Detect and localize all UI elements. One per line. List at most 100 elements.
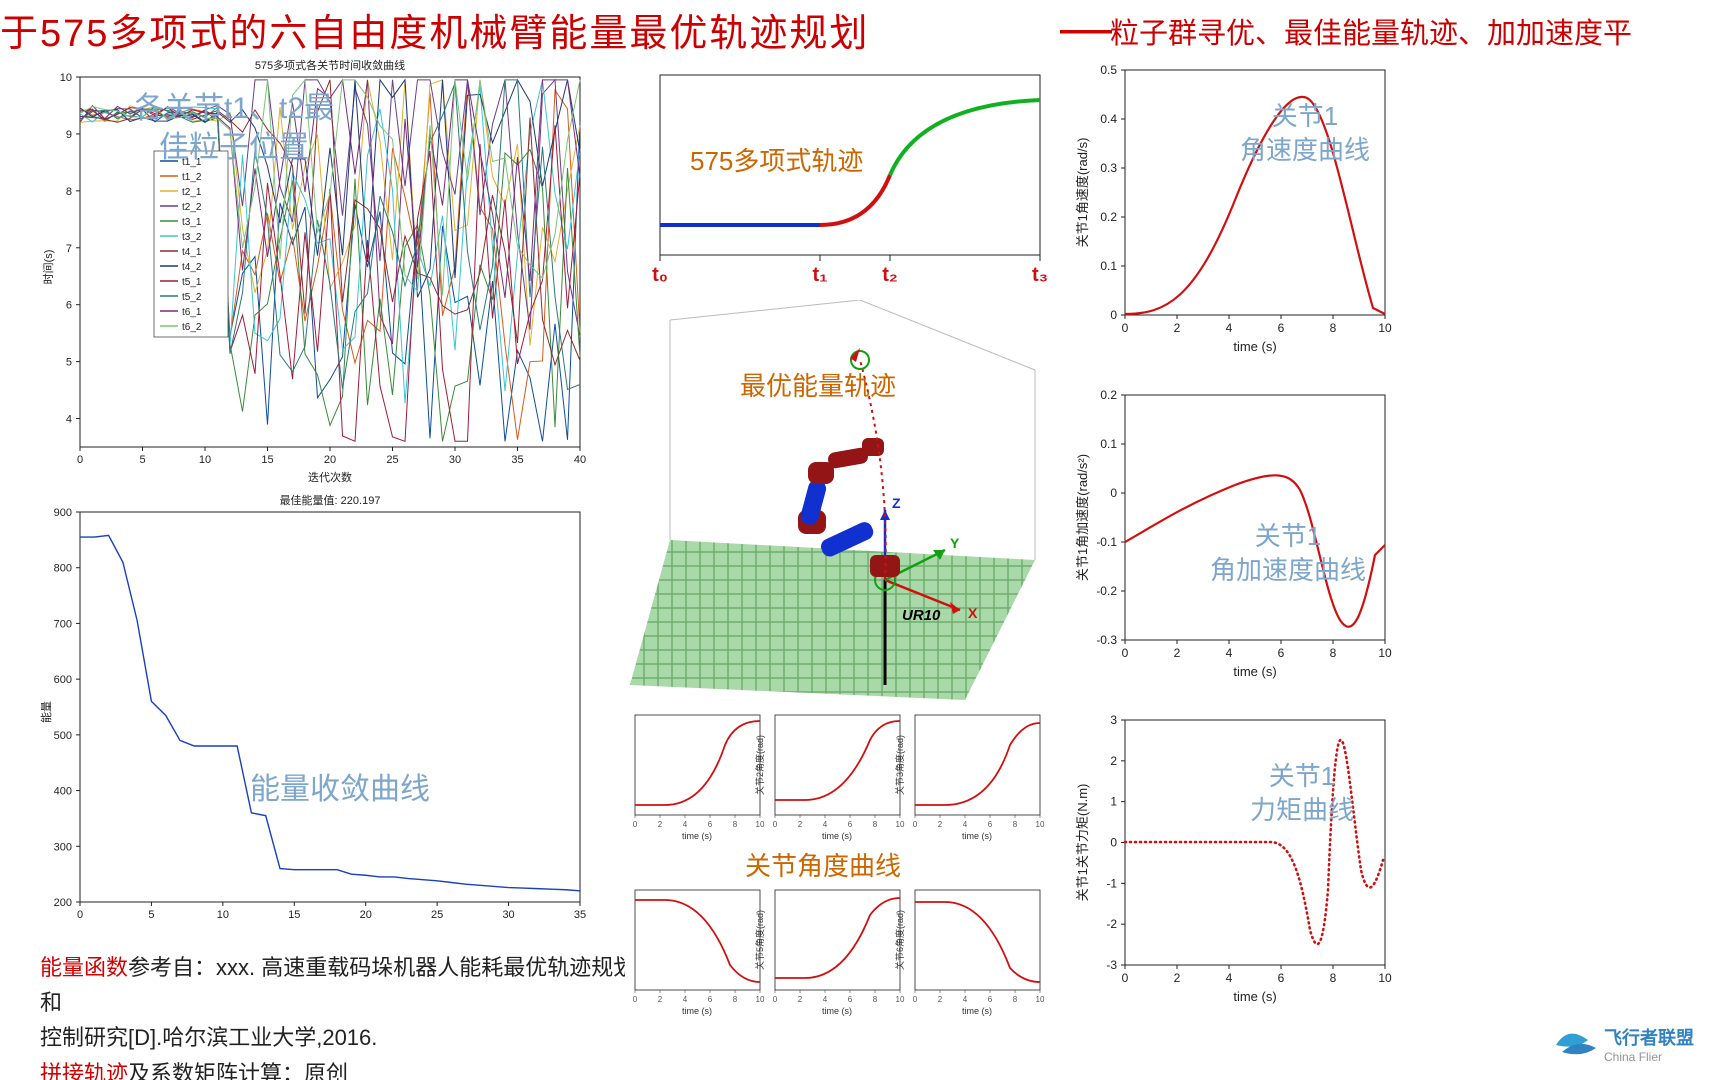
svg-text:0: 0 [913,820,918,829]
svg-text:6: 6 [1278,321,1285,335]
svg-text:15: 15 [288,909,300,921]
torque-svg: 0246810-3-2-10123time (s)关节1关节力矩(N.m) [1070,705,1400,1035]
svg-text:-3: -3 [1106,958,1117,972]
svg-text:0: 0 [773,820,778,829]
svg-text:10: 10 [896,820,905,829]
svg-text:4: 4 [1226,321,1233,335]
svg-text:t6_1: t6_1 [182,307,202,318]
svg-text:2: 2 [1174,321,1181,335]
svg-text:25: 25 [386,454,398,466]
svg-text:关节3角度(rad): 关节3角度(rad) [894,735,905,795]
svg-text:-0.2: -0.2 [1096,584,1117,598]
svg-text:time (s): time (s) [962,831,992,841]
pso-convergence-chart: 575多项式各关节时间收敛曲线 0510152025303540 4567891… [30,55,590,485]
watermark: 飞行者联盟 China Flier [1548,1020,1718,1070]
traj575-overlay-label: 575多项式轨迹 [690,145,863,179]
svg-text:4: 4 [683,995,688,1004]
svg-text:0: 0 [77,909,83,921]
svg-text:t2_1: t2_1 [182,187,202,198]
svg-text:8: 8 [873,995,878,1004]
svg-text:500: 500 [54,730,72,742]
svg-text:6: 6 [66,300,72,312]
svg-text:40: 40 [574,454,586,466]
svg-text:t4_2: t4_2 [182,262,202,273]
svg-text:8: 8 [873,820,878,829]
svg-text:8: 8 [1330,971,1337,985]
svg-text:0: 0 [1122,321,1129,335]
svg-text:10: 10 [1378,971,1392,985]
svg-text:0.1: 0.1 [1100,437,1117,451]
svg-text:1: 1 [1110,795,1117,809]
axis-y-label: Y [950,535,960,551]
svg-text:2: 2 [938,820,943,829]
svg-text:4: 4 [1226,646,1233,660]
svg-text:30: 30 [449,454,461,466]
svg-text:3: 3 [1110,713,1117,727]
svg-text:20: 20 [360,909,372,921]
svg-text:5: 5 [66,357,72,369]
watermark-sub: China Flier [1604,1050,1694,1064]
svg-text:0.2: 0.2 [1100,388,1117,402]
svg-text:t5_1: t5_1 [182,277,202,288]
svg-text:8: 8 [733,820,738,829]
svg-text:6: 6 [988,995,993,1004]
svg-text:10: 10 [896,995,905,1004]
svg-text:-0.3: -0.3 [1096,633,1117,647]
svg-text:t2_2: t2_2 [182,202,202,213]
svg-text:0: 0 [1122,971,1129,985]
svg-text:0: 0 [77,454,83,466]
pso-title: 575多项式各关节时间收敛曲线 [255,58,405,72]
page-root: 于575多项式的六自由度机械臂能量最优轨迹规划 — 粒子群寻优、最佳能量轨迹、加… [0,0,1728,1080]
svg-text:0.1: 0.1 [1100,259,1117,273]
pso-ylabel: 时间(s) [42,250,55,285]
footer-line1: 参考自：xxx. 高速重载码垛机器人能耗最优轨迹规划和 [40,955,635,1015]
svg-text:0: 0 [633,995,638,1004]
svg-text:10: 10 [199,454,211,466]
svg-text:t3_1: t3_1 [182,217,202,228]
svg-text:t₃: t₃ [1032,264,1048,286]
svg-text:0.5: 0.5 [1100,63,1117,77]
svg-text:2: 2 [1110,754,1117,768]
svg-text:8: 8 [1013,995,1018,1004]
title-main: 于575多项式的六自由度机械臂能量最优轨迹规划 [0,2,869,57]
pso-overlay-label: 各关节t1、t2最佳粒子位置 [104,89,364,167]
robot-overlay-label: 最优能量轨迹 [740,370,896,404]
energy-svg: 最佳能量值: 220.197 05101520253035 2003004005… [30,490,590,940]
svg-text:4: 4 [1226,971,1233,985]
svg-text:7: 7 [66,243,72,255]
svg-text:time (s): time (s) [822,831,852,841]
acceleration-chart: 0246810-0.3-0.2-0.100.10.2time (s)关节1角加速… [1070,380,1400,690]
svg-text:time (s): time (s) [682,831,712,841]
svg-text:关节6角度(rad): 关节6角度(rad) [894,910,905,970]
energy-convergence-chart: 最佳能量值: 220.197 05101520253035 2003004005… [30,490,590,940]
svg-text:6: 6 [708,820,713,829]
energy-overlay-label: 能量收敛曲线 [250,770,430,809]
watermark-text: 飞行者联盟 [1604,1024,1694,1050]
svg-text:0: 0 [633,820,638,829]
axis-x-label: X [968,605,978,621]
svg-text:6: 6 [708,995,713,1004]
svg-text:关节1关节力矩(N.m): 关节1关节力矩(N.m) [1075,784,1090,902]
svg-text:t5_2: t5_2 [182,292,202,303]
svg-text:2: 2 [798,820,803,829]
svg-text:6: 6 [988,820,993,829]
svg-text:8: 8 [1330,321,1337,335]
svg-text:10: 10 [217,909,229,921]
footer-citation: 能量函数参考自：xxx. 高速重载码垛机器人能耗最优轨迹规划和 控制研究[D].… [40,950,640,1080]
svg-text:6: 6 [848,820,853,829]
svg-text:关节2角度(rad): 关节2角度(rad) [754,735,765,795]
acc-overlay-label: 关节1角加速度曲线 [1210,520,1366,588]
velocity-chart: 024681000.10.20.30.40.5time (s)关节1角速度(ra… [1070,55,1400,365]
footer-red-2: 拼接轨迹 [40,1061,128,1080]
footer-line2: 控制研究[D].哈尔滨工业大学,2016. [40,1020,640,1055]
svg-text:0: 0 [1110,486,1117,500]
svg-text:t6_2: t6_2 [182,322,202,333]
title-dash: — [1060,0,1112,58]
svg-text:-0.1: -0.1 [1096,535,1117,549]
page-header: 于575多项式的六自由度机械臂能量最优轨迹规划 — 粒子群寻优、最佳能量轨迹、加… [0,2,1728,50]
svg-text:5: 5 [139,454,145,466]
svg-text:8: 8 [1013,820,1018,829]
svg-text:800: 800 [54,563,72,575]
svg-text:20: 20 [324,454,336,466]
svg-text:10: 10 [1036,820,1045,829]
